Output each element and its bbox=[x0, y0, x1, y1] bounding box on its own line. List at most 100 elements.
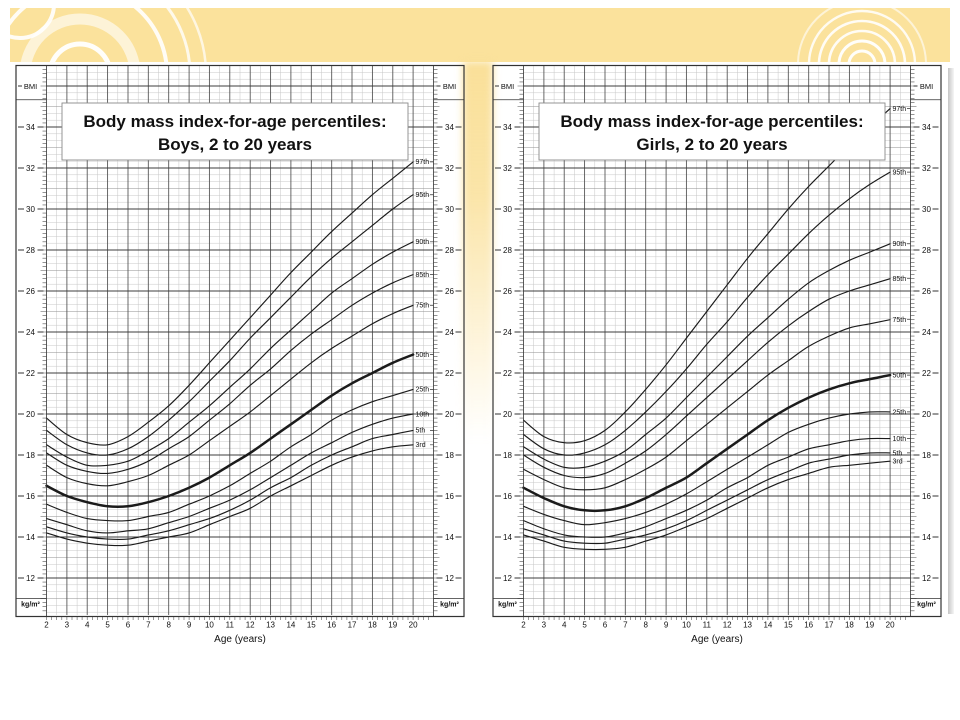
x-axis-labels: 2 3 4 5 6 7 8 9 10 11 12 13 14 15 16 17 18 19 20 Age (years… bbox=[44, 621, 418, 646]
percentile-curve-85th bbox=[45, 274, 414, 475]
percentile-label-75th: 75th bbox=[893, 317, 907, 324]
y-tick-label: 12 bbox=[445, 574, 454, 583]
percentile-curve-85th bbox=[522, 278, 891, 479]
percentile-curve-3rd bbox=[45, 444, 414, 547]
chart-title: Body mass index-for-age percentiles: bbox=[83, 112, 386, 131]
x-tick-label: 2 bbox=[44, 621, 49, 630]
x-tick-label: 17 bbox=[825, 621, 834, 630]
percentile-label-3rd: 3rd bbox=[416, 442, 426, 449]
percentile-curve-5th bbox=[45, 429, 414, 541]
x-tick-label: 2 bbox=[521, 621, 526, 630]
x-tick-label: 12 bbox=[246, 621, 255, 630]
y-tick-label: 18 bbox=[26, 451, 35, 460]
percentile-label-97th: 97th bbox=[893, 106, 907, 113]
y-tick-label: kg/m² bbox=[440, 601, 459, 608]
x-tick-label: 11 bbox=[226, 621, 235, 630]
y-tick-label: 16 bbox=[503, 492, 512, 501]
x-tick-label: 3 bbox=[542, 621, 547, 630]
percentile-curve-95th bbox=[522, 171, 891, 456]
percentile-curves bbox=[522, 108, 892, 551]
concentric-circles-ornament-right-icon bbox=[797, 8, 927, 62]
y-tick-label: 28 bbox=[503, 246, 512, 255]
percentile-curve-75th bbox=[45, 304, 414, 487]
decorative-yellow-band bbox=[10, 8, 950, 62]
y-tick-label: 14 bbox=[26, 533, 35, 542]
y-tick-label: 20 bbox=[503, 410, 512, 419]
x-tick-label: 13 bbox=[743, 621, 752, 630]
percentile-curve-25th bbox=[522, 411, 891, 526]
percentile-label-85th: 85th bbox=[416, 272, 430, 279]
y-tick-label: 26 bbox=[26, 287, 35, 296]
x-tick-label: 9 bbox=[187, 621, 192, 630]
chart-frame bbox=[15, 64, 465, 618]
y-tick-label: BMI bbox=[501, 82, 514, 91]
y-tick-label: 16 bbox=[26, 492, 35, 501]
y-tick-label: 32 bbox=[26, 164, 35, 173]
percentile-curve-97th bbox=[522, 108, 891, 444]
x-tick-label: 16 bbox=[327, 621, 336, 630]
y-tick-label: 12 bbox=[922, 574, 931, 583]
y-tick-label: 28 bbox=[922, 246, 931, 255]
y-tick-label: 24 bbox=[445, 328, 454, 337]
percentile-label-25th: 25th bbox=[893, 409, 907, 416]
y-tick-label: BMI bbox=[24, 82, 37, 91]
y-tick-label: 22 bbox=[922, 369, 931, 378]
y-tick-label: 34 bbox=[503, 123, 512, 132]
percentile-label-50th: 50th bbox=[893, 372, 907, 379]
percentile-label-10th: 10th bbox=[893, 436, 907, 443]
y-tick-label: 14 bbox=[503, 533, 512, 542]
y-tick-label: kg/m² bbox=[917, 601, 936, 608]
percentile-label-97th: 97th bbox=[416, 159, 430, 166]
chart-title: Body mass index-for-age percentiles: bbox=[560, 112, 863, 131]
y-tick-label: 34 bbox=[445, 123, 454, 132]
x-axis-title: Age (years) bbox=[214, 634, 266, 645]
percentile-curve-50th bbox=[45, 353, 415, 508]
y-tick-label: 24 bbox=[26, 328, 35, 337]
x-tick-label: 5 bbox=[105, 621, 110, 630]
x-tick-label: 14 bbox=[763, 621, 772, 630]
y-tick-label: 30 bbox=[922, 205, 931, 214]
percentile-label-95th: 95th bbox=[416, 192, 430, 199]
x-tick-label: 4 bbox=[562, 621, 567, 630]
y-tick-label: 12 bbox=[503, 574, 512, 583]
y-tick-label: 34 bbox=[26, 123, 35, 132]
chart-subtitle: Girls, 2 to 20 years bbox=[636, 135, 787, 154]
percentile-label-5th: 5th bbox=[416, 428, 426, 435]
y-tick-label: 16 bbox=[922, 492, 931, 501]
y-tick-label: 30 bbox=[445, 205, 454, 214]
y-tick-label: BMI bbox=[443, 82, 456, 91]
percentile-label-90th: 90th bbox=[416, 239, 430, 246]
percentile-curve-3rd bbox=[522, 460, 891, 551]
chart-subtitle: Boys, 2 to 20 years bbox=[158, 135, 312, 154]
title-box: Body mass index-for-age percentiles: Girl… bbox=[538, 102, 886, 161]
percentile-labels: 97th 95th 90th 85th 75th 50th 25th 10th 5th 3rd bbox=[416, 159, 434, 449]
y-tick-label: 32 bbox=[445, 164, 454, 173]
x-tick-label: 18 bbox=[368, 621, 377, 630]
y-tick-label: 16 bbox=[445, 492, 454, 501]
percentile-label-85th: 85th bbox=[893, 276, 907, 283]
x-axis-labels: 2 3 4 5 6 7 8 9 10 11 12 13 14 15 16 17 18 19 20 Age (years… bbox=[521, 621, 895, 646]
chart-frame bbox=[492, 64, 942, 618]
y-tick-label: 18 bbox=[503, 451, 512, 460]
y-tick-label: 22 bbox=[445, 369, 454, 378]
percentile-label-50th: 50th bbox=[416, 352, 430, 359]
percentile-label-3rd: 3rd bbox=[893, 458, 903, 465]
percentile-curve-50th bbox=[522, 373, 892, 513]
x-tick-label: 6 bbox=[603, 621, 608, 630]
y-tick-label: 28 bbox=[445, 246, 454, 255]
y-tick-label: 20 bbox=[922, 410, 931, 419]
x-tick-label: 18 bbox=[845, 621, 854, 630]
x-tick-label: 9 bbox=[664, 621, 669, 630]
percentile-curve-25th bbox=[45, 388, 414, 522]
concentric-circles-ornament-left-icon bbox=[10, 8, 207, 62]
x-tick-label: 7 bbox=[623, 621, 628, 630]
percentile-curve-10th bbox=[522, 437, 891, 538]
girls-bmi-chart: Body mass index-for-age percentiles: Girl… bbox=[492, 64, 944, 653]
y-tick-label: 20 bbox=[26, 410, 35, 419]
x-tick-label: 5 bbox=[582, 621, 587, 630]
y-tick-label: 30 bbox=[26, 205, 35, 214]
y-tick-label: 26 bbox=[922, 287, 931, 296]
x-tick-label: 10 bbox=[682, 621, 691, 630]
x-tick-label: 6 bbox=[126, 621, 131, 630]
